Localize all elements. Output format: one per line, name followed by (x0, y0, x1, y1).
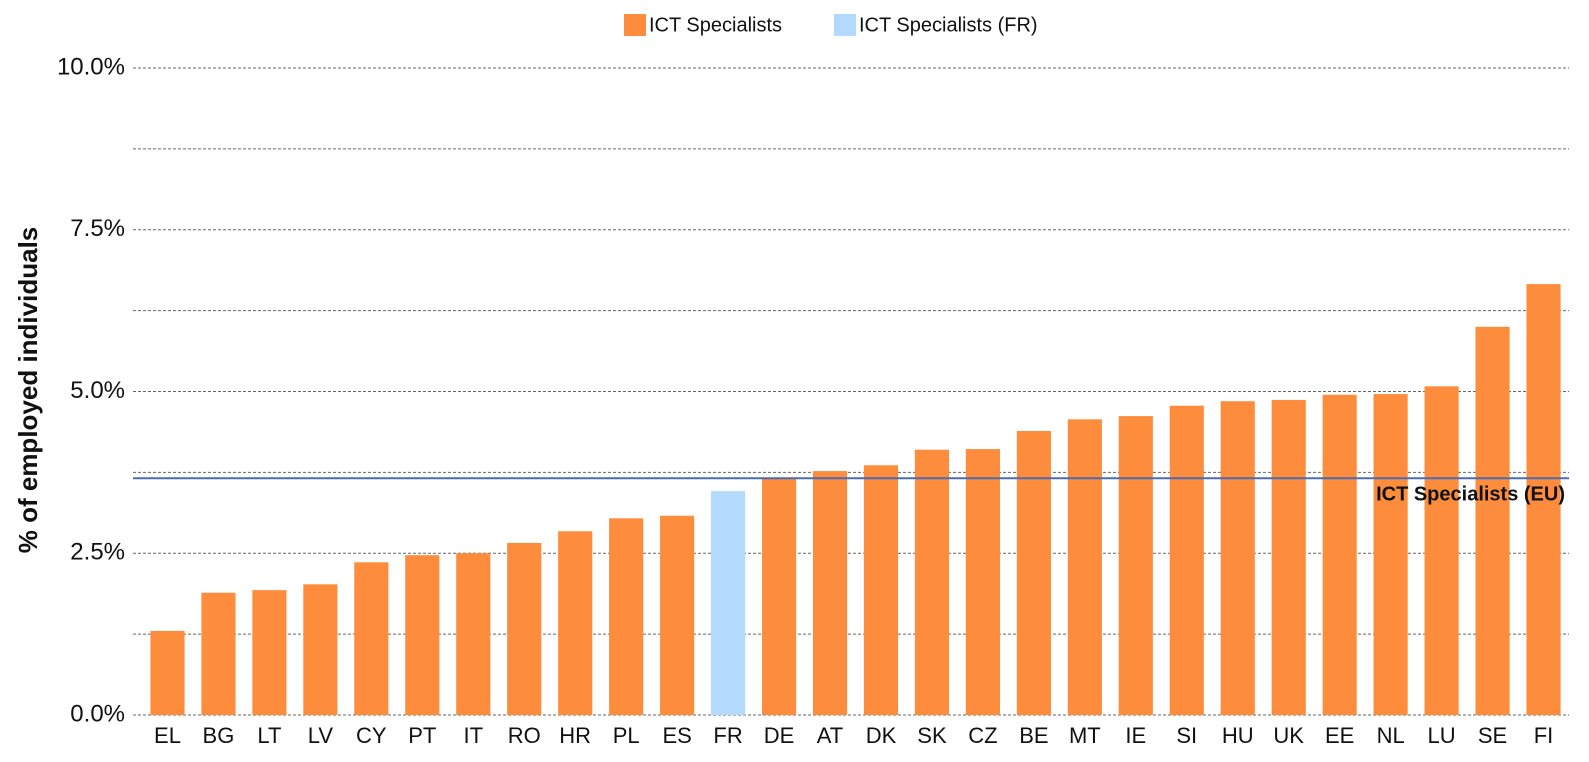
x-tick-label: IE (1125, 723, 1146, 748)
bar (1016, 430, 1051, 715)
bar (609, 518, 644, 715)
x-tick-label: RO (508, 723, 541, 748)
x-tick-label: NL (1377, 723, 1405, 748)
x-tick-label: SK (917, 723, 947, 748)
x-tick-label: EE (1325, 723, 1354, 748)
bar (1373, 394, 1408, 715)
y-tick-label: 2.5% (70, 539, 125, 566)
x-tick-label: HU (1222, 723, 1254, 748)
x-tick-label: ES (662, 723, 691, 748)
x-tick-label: LU (1428, 723, 1456, 748)
x-tick-label: HR (559, 723, 591, 748)
bar (1118, 416, 1153, 715)
bar (507, 542, 542, 715)
y-tick-label: 7.5% (70, 215, 125, 242)
bar (456, 553, 491, 715)
bar (660, 515, 695, 715)
bar (405, 555, 440, 715)
x-tick-label: PT (408, 723, 436, 748)
bar (558, 531, 593, 715)
bar (812, 471, 848, 715)
bar (252, 590, 287, 715)
x-tick-label: DK (866, 723, 897, 748)
bar (303, 584, 338, 715)
bar (1322, 394, 1357, 715)
bar (1526, 284, 1561, 715)
bar (1067, 419, 1102, 715)
x-tick-label: EL (154, 723, 181, 748)
x-tick-label: SI (1176, 723, 1197, 748)
x-tick-label: MT (1069, 723, 1101, 748)
y-tick-label: 10.0% (57, 53, 125, 80)
legend-label: ICT Specialists (649, 14, 782, 36)
y-tick-label: 5.0% (70, 377, 125, 404)
bar (201, 592, 236, 715)
bar (354, 562, 389, 715)
x-tick-label: FI (1534, 723, 1554, 748)
x-tick-label: AT (817, 723, 843, 748)
x-tick-label: BG (203, 723, 235, 748)
bar (761, 478, 797, 715)
bar (965, 449, 1000, 715)
legend-label: ICT Specialists (FR) (859, 14, 1038, 36)
x-tick-label: LT (257, 723, 281, 748)
x-tick-label: BE (1019, 723, 1048, 748)
bar (711, 491, 746, 715)
bar (1424, 386, 1459, 715)
y-axis-label: % of employed individuals (13, 227, 43, 554)
y-tick-label: 0.0% (70, 700, 125, 727)
x-tick-label: FR (713, 723, 742, 748)
legend-swatch (834, 14, 856, 36)
bar (863, 465, 899, 715)
bar (1475, 326, 1510, 715)
x-tick-label: DE (764, 723, 795, 748)
bar (914, 449, 950, 715)
bar (1271, 399, 1306, 715)
reference-line-label: ICT Specialists (EU) (1376, 483, 1565, 505)
bar (150, 630, 185, 715)
legend-swatch (624, 14, 646, 36)
x-tick-label: CZ (968, 723, 997, 748)
x-tick-label: SE (1478, 723, 1507, 748)
x-tick-label: LV (308, 723, 334, 748)
x-tick-label: PL (613, 723, 640, 748)
x-tick-label: IT (463, 723, 483, 748)
x-tick-label: UK (1273, 723, 1304, 748)
x-tick-label: CY (356, 723, 387, 748)
bar (1220, 401, 1255, 715)
bar (1169, 405, 1204, 715)
